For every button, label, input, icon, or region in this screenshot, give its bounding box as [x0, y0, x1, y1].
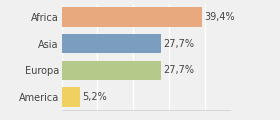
- Text: 27,7%: 27,7%: [163, 65, 194, 75]
- Text: 27,7%: 27,7%: [163, 39, 194, 49]
- Bar: [62, 34, 161, 53]
- Bar: [62, 87, 80, 107]
- Text: 39,4%: 39,4%: [205, 12, 235, 22]
- Text: 5,2%: 5,2%: [82, 92, 107, 102]
- Bar: [62, 61, 161, 80]
- Bar: [62, 7, 202, 27]
